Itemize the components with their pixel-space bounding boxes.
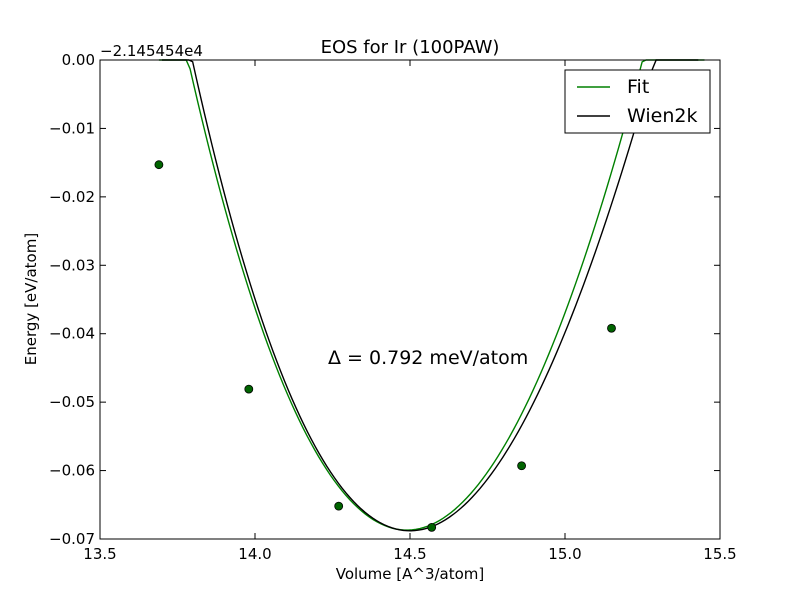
legend-label-fit: Fit (627, 76, 649, 98)
points-group (154, 160, 616, 532)
x-axis: 13.5 14.0 14.5 15.0 15.5 (83, 60, 737, 563)
x-tick-label: 15.0 (548, 545, 581, 563)
x-tick-label: 15.5 (703, 545, 736, 563)
x-tick-label: 14.5 (393, 545, 426, 563)
data-point (244, 384, 254, 394)
data-point (607, 323, 616, 333)
y-tick-label: −0.05 (49, 393, 95, 411)
y-tick-label: −0.02 (49, 188, 95, 206)
data-point (334, 501, 344, 511)
y-tick-label: −0.01 (49, 119, 95, 137)
y-tick-label: −0.03 (49, 256, 95, 274)
y-tick-label: −0.04 (49, 325, 95, 343)
y-axis-label: Energy [eV/atom] (22, 233, 40, 365)
x-tick-label: 14.0 (238, 545, 271, 563)
y-axis: 0.00 −0.01 −0.02 −0.03 −0.04 −0.05 −0.06 −0.07 (49, 51, 720, 548)
x-axis-label: Volume [A^3/atom] (336, 565, 485, 583)
delta-annotation: Δ = 0.792 meV/atom (328, 347, 528, 369)
y-tick-label: −0.07 (49, 530, 95, 548)
legend-label-wien2k: Wien2k (627, 105, 697, 127)
y-tick-label: −0.06 (49, 462, 95, 480)
data-point (154, 160, 164, 170)
data-point (427, 522, 437, 532)
y-tick-label: 0.00 (62, 51, 95, 69)
legend: Fit Wien2k (564, 69, 711, 134)
legend-box (564, 69, 711, 134)
chart-title: EOS for Ir (100PAW) (321, 37, 500, 58)
y-offset-label: −2.145454e4 (100, 42, 203, 60)
data-point (517, 461, 526, 471)
x-tick-label: 13.5 (83, 545, 116, 563)
